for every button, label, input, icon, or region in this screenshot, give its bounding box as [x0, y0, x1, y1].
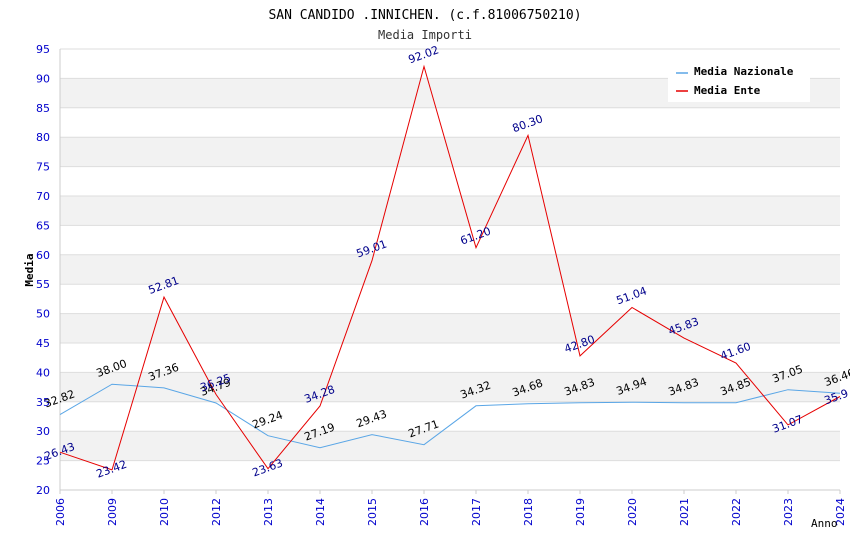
- x-tick-label: 2006: [54, 498, 67, 526]
- y-tick-label: 25: [36, 455, 50, 468]
- legend: Media Nazionale Media Ente: [668, 60, 810, 102]
- y-tick-label: 50: [36, 308, 50, 321]
- band: [60, 431, 840, 461]
- data-label: 80.30: [511, 112, 545, 135]
- legend-label-media-ente: Media Ente: [694, 84, 761, 97]
- background-bands: [60, 78, 840, 461]
- band: [60, 137, 840, 167]
- axes: [59, 49, 841, 494]
- data-label: 36.46: [823, 366, 850, 389]
- x-tick-label: 2022: [730, 498, 743, 526]
- y-tick-label: 40: [36, 366, 50, 379]
- chart-title: SAN CANDIDO .INNICHEN. (c.f.81006750210): [268, 8, 581, 23]
- data-label: 51.04: [615, 284, 649, 307]
- y-tick-label: 95: [36, 43, 50, 56]
- x-tick-label: 2024: [834, 498, 847, 526]
- x-tick-label: 2012: [210, 498, 223, 526]
- y-tick-label: 70: [36, 190, 50, 203]
- band: [60, 313, 840, 343]
- data-label: 29.24: [251, 408, 285, 431]
- y-tick-label: 60: [36, 249, 50, 262]
- x-tick-label: 2023: [782, 498, 795, 526]
- x-tick-label: 2020: [626, 498, 639, 526]
- y-tick-label: 55: [36, 278, 50, 291]
- x-tick-label: 2013: [262, 498, 275, 526]
- x-axis-label: Anno: [811, 517, 838, 530]
- x-tick-label: 2017: [470, 498, 483, 526]
- legend-box: [668, 60, 810, 102]
- x-tick-label: 2015: [366, 498, 379, 526]
- chart-subtitle: Media Importi: [378, 28, 472, 42]
- y-tick-label: 75: [36, 161, 50, 174]
- y-tick-label: 80: [36, 131, 50, 144]
- legend-label-media-nazionale: Media Nazionale: [694, 65, 794, 78]
- y-axis-label: Media: [23, 253, 36, 286]
- series-lines: [59, 64, 841, 471]
- y-tick-label: 35: [36, 396, 50, 409]
- grid-lines: [60, 48, 840, 491]
- x-tick-labels: 2006 2009 2010 2012 2013 2014 2015 2016 2017 2018…: [54, 498, 847, 526]
- y-tick-label: 45: [36, 337, 50, 350]
- y-tick-label: 20: [36, 484, 50, 497]
- x-tick-label: 2014: [314, 498, 327, 526]
- series-line-media-ente: [59, 64, 841, 471]
- y-tick-labels: 20 25 30 35 40 45 50 55 60 65 70 75 80 85 90 95: [36, 43, 50, 497]
- y-tick-label: 65: [36, 219, 50, 232]
- x-tick-label: 2016: [418, 498, 431, 526]
- data-label: 61.20: [459, 225, 493, 248]
- data-label: 29.43: [355, 407, 389, 430]
- x-tick-label: 2009: [106, 498, 119, 526]
- x-tick-label: 2010: [158, 498, 171, 526]
- data-label: 92.02: [407, 43, 441, 66]
- data-label: 23.42: [95, 458, 129, 481]
- y-tick-label: 85: [36, 102, 50, 115]
- band: [60, 196, 840, 226]
- x-tick-label: 2018: [522, 498, 535, 526]
- x-tick-label: 2021: [678, 498, 691, 526]
- y-tick-label: 90: [36, 72, 50, 85]
- band: [60, 254, 840, 285]
- y-tick-label: 30: [36, 425, 50, 438]
- band: [60, 372, 840, 402]
- x-tick-label: 2019: [574, 498, 587, 526]
- series-line-media-nazionale: [59, 383, 841, 449]
